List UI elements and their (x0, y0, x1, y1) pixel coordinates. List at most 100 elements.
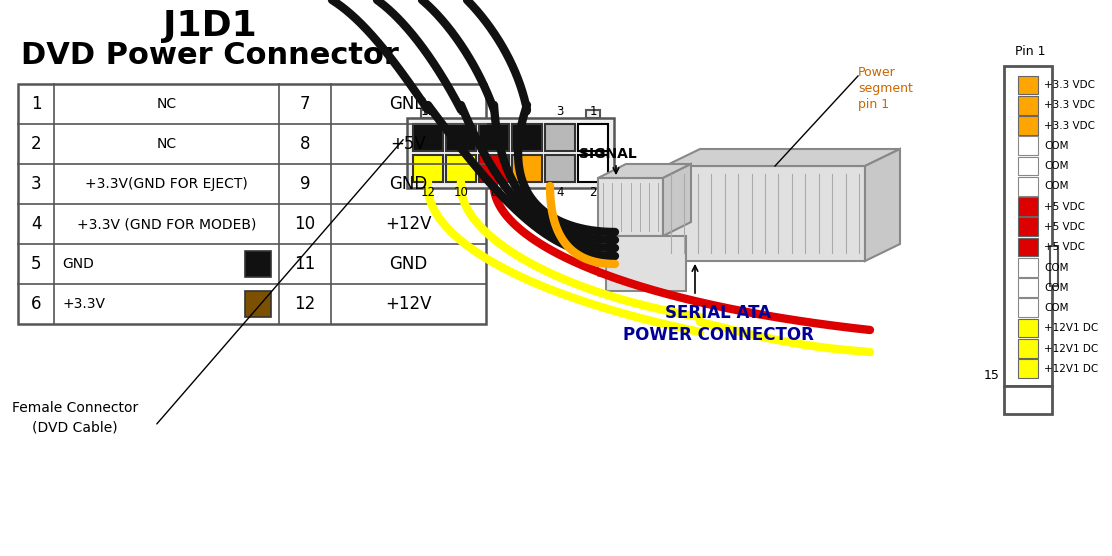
Bar (665, 166, 865, 261)
Text: COM: COM (1044, 141, 1069, 151)
Text: 5: 5 (31, 255, 41, 273)
Bar (545, 155, 575, 182)
Bar (1017, 359, 1037, 378)
Bar (18, 84, 486, 324)
Text: 11: 11 (420, 105, 436, 118)
Text: Pin 1: Pin 1 (1015, 45, 1045, 58)
Bar (606, 236, 686, 291)
Bar (1017, 136, 1037, 155)
Text: +12V1 DC: +12V1 DC (1044, 324, 1099, 334)
Bar (1017, 96, 1037, 115)
Text: 2: 2 (31, 135, 41, 153)
Text: COM: COM (1044, 262, 1069, 272)
Text: Power
segment
pin 1: Power segment pin 1 (858, 66, 913, 111)
Text: 15: 15 (984, 369, 1000, 383)
Bar (407, 118, 614, 188)
Polygon shape (598, 164, 691, 178)
Text: 10: 10 (454, 186, 468, 199)
Text: 3: 3 (556, 105, 564, 118)
Text: +12V1 DC: +12V1 DC (1044, 344, 1099, 354)
Text: +3.3 VDC: +3.3 VDC (1044, 121, 1095, 131)
Polygon shape (865, 149, 900, 261)
Bar (1050, 246, 1058, 286)
Bar (446, 124, 476, 151)
Bar (421, 110, 435, 118)
Text: 6: 6 (524, 186, 530, 199)
Text: 5: 5 (524, 105, 530, 118)
Bar (1017, 237, 1037, 256)
Text: 3: 3 (31, 175, 41, 193)
Bar (1017, 278, 1037, 297)
Text: NC: NC (157, 137, 177, 151)
Text: GND: GND (389, 255, 428, 273)
Bar (578, 124, 608, 151)
Text: 9: 9 (457, 105, 465, 118)
Text: 1: 1 (589, 105, 597, 118)
Text: +3.3V: +3.3V (62, 297, 105, 311)
Bar (1017, 299, 1037, 317)
Bar (1017, 258, 1037, 277)
Bar (446, 155, 476, 182)
Text: J1D1: J1D1 (163, 9, 257, 43)
Text: Female Connector
(DVD Cable): Female Connector (DVD Cable) (12, 401, 138, 435)
Text: +3.3 VDC: +3.3 VDC (1044, 80, 1095, 90)
Text: 6: 6 (31, 295, 41, 313)
Text: 11: 11 (295, 255, 316, 273)
Bar (245, 291, 271, 317)
Text: +12V: +12V (385, 295, 431, 313)
Bar (413, 124, 443, 151)
Text: +5V: +5V (390, 135, 426, 153)
Bar (479, 155, 509, 182)
Text: 8: 8 (300, 135, 310, 153)
Polygon shape (665, 149, 900, 166)
Text: COM: COM (1044, 303, 1069, 313)
Text: 4: 4 (556, 186, 564, 199)
Text: 7: 7 (300, 95, 310, 113)
Bar (1017, 197, 1037, 216)
Text: +3.3V(GND FOR EJECT): +3.3V(GND FOR EJECT) (86, 177, 248, 191)
Bar (1017, 157, 1037, 175)
Text: COM: COM (1044, 283, 1069, 293)
Text: 12: 12 (420, 186, 436, 199)
Bar (578, 155, 608, 182)
Text: +12V1 DC: +12V1 DC (1044, 364, 1099, 374)
Bar (1017, 319, 1037, 337)
Text: 2: 2 (589, 186, 597, 199)
Bar (598, 178, 663, 236)
Bar (1004, 66, 1052, 386)
Bar (479, 124, 509, 151)
Text: COM: COM (1044, 161, 1069, 171)
Text: GND: GND (62, 257, 93, 271)
Text: GND: GND (389, 95, 428, 113)
Text: 7: 7 (490, 105, 498, 118)
Bar (512, 124, 542, 151)
Text: 8: 8 (490, 186, 498, 199)
Bar (586, 110, 600, 118)
Text: SERIAL ATA
POWER CONNECTOR: SERIAL ATA POWER CONNECTOR (623, 304, 814, 344)
Text: +5 VDC: +5 VDC (1044, 222, 1085, 232)
Bar (512, 155, 542, 182)
Text: +3.3V (GND FOR MODEB): +3.3V (GND FOR MODEB) (77, 217, 256, 231)
Text: 1: 1 (31, 95, 41, 113)
Bar (1017, 76, 1037, 95)
Bar (598, 258, 606, 276)
Bar (1017, 217, 1037, 236)
Bar (413, 155, 443, 182)
Bar (1017, 339, 1037, 358)
Polygon shape (663, 164, 691, 236)
Text: SIGNAL: SIGNAL (579, 147, 637, 161)
Text: DVD Power Connector: DVD Power Connector (21, 42, 399, 71)
Text: +5 VDC: +5 VDC (1044, 242, 1085, 252)
Bar (545, 124, 575, 151)
Bar (245, 251, 271, 277)
Text: +3.3 VDC: +3.3 VDC (1044, 101, 1095, 111)
Bar (1017, 177, 1037, 196)
Text: 10: 10 (295, 215, 316, 233)
Bar (1004, 386, 1052, 414)
Text: +12V: +12V (385, 215, 431, 233)
Text: 4: 4 (31, 215, 41, 233)
Text: COM: COM (1044, 181, 1069, 191)
Text: GND: GND (389, 175, 428, 193)
Bar (1017, 116, 1037, 135)
Text: 9: 9 (300, 175, 310, 193)
